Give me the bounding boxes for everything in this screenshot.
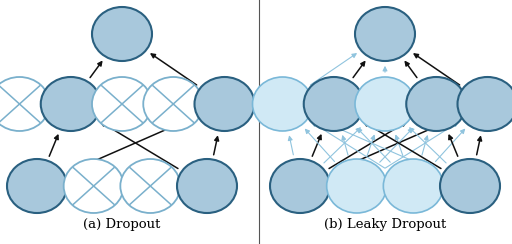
Ellipse shape	[458, 77, 512, 131]
Ellipse shape	[383, 159, 443, 213]
Ellipse shape	[0, 77, 50, 131]
Ellipse shape	[7, 159, 67, 213]
Ellipse shape	[195, 77, 254, 131]
Ellipse shape	[41, 77, 101, 131]
Ellipse shape	[92, 7, 152, 61]
Ellipse shape	[92, 77, 152, 131]
Ellipse shape	[327, 159, 387, 213]
Text: (b) Leaky Dropout: (b) Leaky Dropout	[324, 218, 446, 231]
Ellipse shape	[252, 77, 312, 131]
Ellipse shape	[406, 77, 466, 131]
Ellipse shape	[120, 159, 180, 213]
Ellipse shape	[177, 159, 237, 213]
Ellipse shape	[355, 7, 415, 61]
Ellipse shape	[304, 77, 364, 131]
Text: (a) Dropout: (a) Dropout	[83, 218, 161, 231]
Ellipse shape	[355, 77, 415, 131]
Ellipse shape	[63, 159, 124, 213]
Ellipse shape	[440, 159, 500, 213]
Ellipse shape	[143, 77, 203, 131]
Ellipse shape	[270, 159, 330, 213]
